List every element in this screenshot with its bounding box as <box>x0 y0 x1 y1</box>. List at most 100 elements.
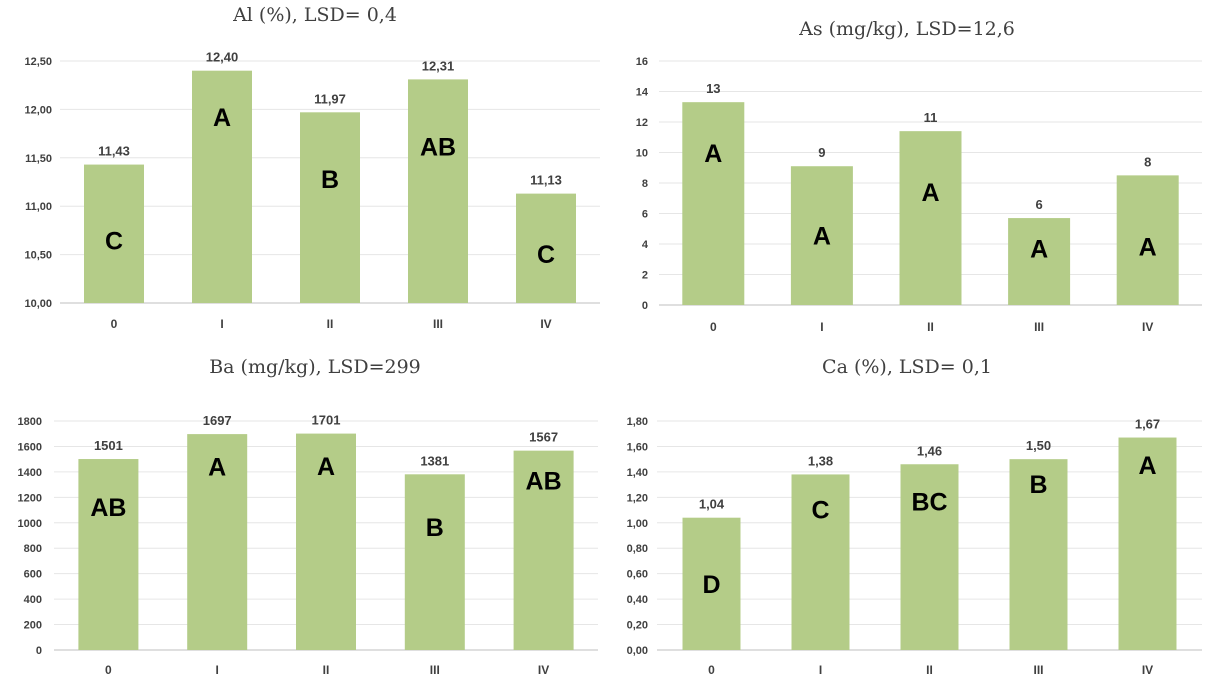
ba-bar <box>187 434 248 650</box>
ba-y-tick-label: 1800 <box>18 416 42 428</box>
ca-y-tick-label: 1,20 <box>627 492 648 504</box>
chart-ca-title: Ca (%), LSD= 0,1 <box>822 356 992 378</box>
as-value-label: 6 <box>1035 197 1042 212</box>
al-y-tick-label: 11,00 <box>25 201 52 213</box>
ca-group-letter: C <box>811 497 829 525</box>
al-bar <box>192 70 252 304</box>
al-value-label: 11,43 <box>98 144 130 159</box>
ca-group-letter: A <box>1138 452 1156 480</box>
ca-y-tick-label: 1,40 <box>627 467 648 479</box>
ca-y-tick-label: 0,40 <box>627 594 648 606</box>
as-category-label: 0 <box>710 320 717 334</box>
al-y-tick-label: 10,00 <box>24 298 52 310</box>
as-y-tick-label: 0 <box>642 300 648 312</box>
ba-value-label: 1701 <box>312 413 341 428</box>
as-bar <box>790 166 853 305</box>
al-bar <box>408 79 468 303</box>
as-y-tick-label: 4 <box>642 239 649 251</box>
as-value-label: 8 <box>1144 154 1151 169</box>
ba-bar <box>404 474 465 650</box>
al-y-tick-label: 10,50 <box>24 250 52 262</box>
ba-group-letter: A <box>317 453 335 481</box>
al-group-letter: B <box>321 166 339 194</box>
ba-y-tick-label: 1200 <box>18 492 42 504</box>
ba-category-label: II <box>323 663 330 677</box>
as-y-tick-label: 8 <box>642 178 648 190</box>
ca-bar <box>1009 459 1068 650</box>
ca-y-tick-label: 0,00 <box>627 645 648 657</box>
as-bar <box>1116 175 1179 305</box>
al-y-tick-label: 12,00 <box>24 104 52 116</box>
as-value-label: 13 <box>706 81 720 96</box>
as-y-tick-label: 2 <box>642 270 648 282</box>
ba-y-tick-label: 200 <box>24 620 42 632</box>
ba-y-tick-label: 1000 <box>18 518 42 530</box>
chart-as-panel: As (mg/kg), LSD=12,6 0 2 4 6 8 10 12 14 16 13 A 0 9 A… <box>600 0 1214 340</box>
chart-al-plot: 10,00 10,50 11,00 11,50 12,00 12,50 11,43 C 0 12,… <box>24 50 600 331</box>
ca-category-label: 0 <box>708 663 715 677</box>
as-group-letter: A <box>704 140 722 168</box>
al-group-letter: C <box>105 228 123 256</box>
al-value-label: 12,31 <box>422 58 455 73</box>
ba-category-label: I <box>216 663 219 677</box>
ca-y-tick-label: 0,20 <box>627 620 648 632</box>
as-y-tick-label: 16 <box>636 56 648 68</box>
al-value-label: 11,97 <box>314 91 346 106</box>
ca-bar <box>791 474 850 650</box>
as-category-label: IV <box>1142 320 1153 334</box>
ca-bar <box>682 517 741 650</box>
al-category-label: II <box>327 317 334 331</box>
ca-value-label: 1,46 <box>917 443 942 458</box>
ca-y-tick-label: 0,60 <box>627 569 648 581</box>
ca-value-label: 1,04 <box>699 497 725 512</box>
ca-category-label: III <box>1033 663 1043 677</box>
ca-category-label: IV <box>1142 663 1153 677</box>
ba-y-tick-label: 600 <box>24 569 42 581</box>
ca-value-label: 1,38 <box>808 453 833 468</box>
ca-y-tick-label: 1,00 <box>627 518 648 530</box>
ba-bar <box>78 459 139 650</box>
al-bar <box>84 164 144 303</box>
al-value-label: 11,13 <box>530 173 562 188</box>
ba-value-label: 1381 <box>420 453 449 468</box>
al-category-label: 0 <box>111 317 118 331</box>
chart-ca-panel: Ca (%), LSD= 0,1 0,00 0,20 0,40 0,60 0,80 1,0… <box>600 340 1214 679</box>
ba-group-letter: AB <box>526 468 562 496</box>
chart-ba-plot: 0200400600800100012001400160018001501AB0… <box>18 413 598 677</box>
ba-group-letter: B <box>426 514 444 542</box>
as-y-tick-label: 14 <box>636 87 649 99</box>
chart-ba-title: Ba (mg/kg), LSD=299 <box>209 356 421 378</box>
ca-category-label: II <box>926 663 933 677</box>
ca-group-letter: BC <box>911 488 947 516</box>
al-category-label: I <box>220 317 223 331</box>
ca-group-letter: D <box>702 571 720 599</box>
al-category-label: III <box>433 317 443 331</box>
ba-group-letter: AB <box>90 494 126 522</box>
al-y-tick-label: 11,50 <box>25 153 52 165</box>
ca-group-letter: B <box>1029 471 1047 499</box>
ca-bar <box>900 464 959 650</box>
ba-value-label: 1697 <box>203 413 232 428</box>
ca-value-label: 1,67 <box>1135 417 1160 432</box>
al-category-label: IV <box>540 317 551 331</box>
ba-bar <box>513 450 574 650</box>
chart-ba-panel: Ba (mg/kg), LSD=299 0 200 400 600 800 1000 120… <box>0 340 600 679</box>
ba-value-label: 1501 <box>94 438 123 453</box>
as-y-tick-label: 12 <box>636 117 648 129</box>
ca-y-tick-label: 0,80 <box>627 543 648 555</box>
as-value-label: 11 <box>924 110 938 125</box>
as-value-label: 9 <box>818 145 825 160</box>
as-category-label: II <box>927 320 934 334</box>
ba-y-tick-label: 1400 <box>18 467 42 479</box>
ca-y-tick-label: 1,80 <box>627 416 648 428</box>
ba-category-label: III <box>430 663 440 677</box>
ca-bar <box>1118 437 1177 650</box>
ba-y-tick-label: 800 <box>24 543 42 555</box>
ca-value-label: 1,50 <box>1026 438 1051 453</box>
ca-y-tick-label: 1,60 <box>627 441 648 453</box>
ba-value-label: 1567 <box>529 430 558 445</box>
al-y-tick-label: 12,50 <box>24 56 52 68</box>
chart-as-plot: 0 2 4 6 8 10 12 14 16 13 A 0 9 A I 11 A II 6 A III 8 A IV <box>636 56 1202 334</box>
ba-y-tick-label: 1600 <box>18 441 42 453</box>
al-group-letter: C <box>537 241 555 269</box>
